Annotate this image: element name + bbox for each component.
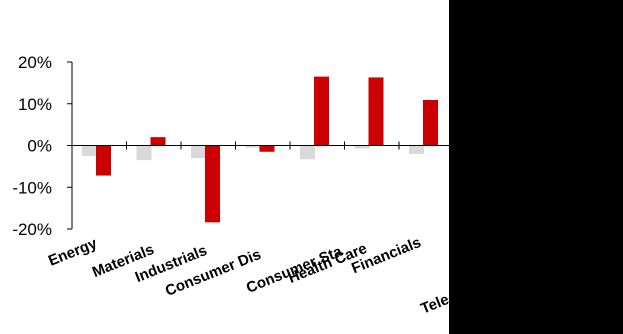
- bar-gray: [136, 145, 152, 161]
- y-tick-label: -10%: [12, 178, 52, 197]
- bar-gray: [82, 145, 97, 156]
- bar-red: [314, 76, 329, 146]
- bar-red: [259, 145, 275, 152]
- bar-gray: [300, 145, 315, 160]
- bar-red: [150, 137, 166, 146]
- bar-red: [96, 145, 111, 176]
- bar-red: [205, 145, 220, 223]
- bar-gray: [191, 145, 206, 159]
- y-tick-label: 10%: [18, 95, 52, 114]
- bar-red: [423, 99, 438, 146]
- occluding-black-panel: [449, 0, 623, 334]
- bar-gray: [245, 145, 261, 148]
- x-category-label: Tele: [418, 291, 451, 318]
- y-tick-label: -20%: [12, 220, 52, 239]
- y-tick-label: 0%: [27, 137, 52, 156]
- y-tick-label: 20%: [18, 53, 52, 72]
- bar-red: [368, 77, 384, 146]
- bar-gray: [354, 145, 370, 149]
- bar-gray: [409, 145, 424, 154]
